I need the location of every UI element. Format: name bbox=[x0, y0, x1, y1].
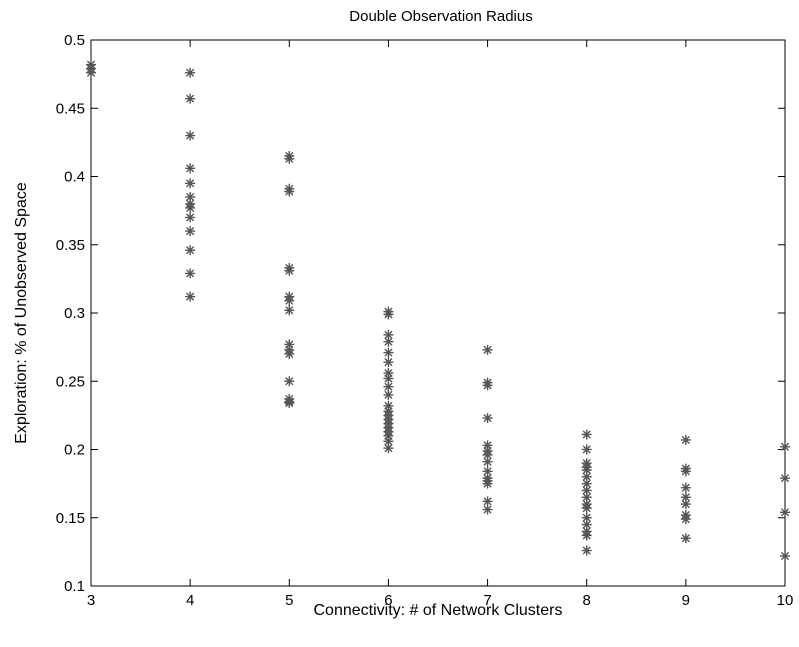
data-point bbox=[284, 153, 295, 164]
axis-ticks bbox=[90, 39, 786, 587]
data-point bbox=[680, 434, 691, 445]
data-point bbox=[581, 503, 592, 514]
data-point bbox=[284, 398, 295, 409]
data-point bbox=[680, 499, 691, 510]
data-point bbox=[185, 178, 196, 189]
data-point bbox=[680, 466, 691, 477]
data-point bbox=[185, 202, 196, 213]
data-point bbox=[284, 186, 295, 197]
y-tick-label: 0.25 bbox=[56, 373, 85, 390]
data-point bbox=[383, 443, 394, 454]
data-point bbox=[383, 309, 394, 320]
data-point bbox=[581, 464, 592, 475]
data-point bbox=[482, 413, 493, 424]
data-point bbox=[581, 545, 592, 556]
data-point bbox=[482, 344, 493, 355]
data-point bbox=[383, 336, 394, 347]
data-point bbox=[780, 473, 790, 484]
x-tick-label: 6 bbox=[384, 592, 392, 609]
y-tick-label: 0.4 bbox=[64, 169, 85, 186]
data-point bbox=[383, 373, 394, 384]
data-point bbox=[284, 376, 295, 387]
y-axis-label: Exploration: % of Unobserved Space bbox=[13, 182, 30, 444]
data-point bbox=[383, 347, 394, 358]
data-point bbox=[185, 291, 196, 302]
data-point bbox=[482, 496, 493, 507]
x-tick-labels: 3 4 5 6 7 8 9 10 bbox=[87, 592, 794, 609]
data-point bbox=[185, 268, 196, 279]
data-point bbox=[284, 305, 295, 316]
data-point bbox=[581, 429, 592, 440]
data-point bbox=[780, 507, 790, 518]
data-point bbox=[185, 226, 196, 237]
x-tick-label: 7 bbox=[483, 592, 491, 609]
y-tick-label: 0.5 bbox=[64, 32, 85, 49]
y-tick-label: 0.1 bbox=[64, 578, 85, 595]
data-point bbox=[383, 389, 394, 400]
data-point bbox=[581, 444, 592, 455]
y-tick-label: 0.35 bbox=[56, 237, 85, 254]
data-point bbox=[185, 67, 196, 78]
data-point bbox=[284, 348, 295, 359]
data-point bbox=[780, 550, 790, 561]
data-point bbox=[284, 265, 295, 276]
data-point bbox=[185, 163, 196, 174]
data-point bbox=[185, 130, 196, 141]
y-tick-label: 0.3 bbox=[64, 305, 85, 322]
data-point bbox=[482, 380, 493, 391]
data-point bbox=[581, 478, 592, 489]
x-tick-label: 9 bbox=[682, 592, 690, 609]
x-tick-label: 5 bbox=[285, 592, 293, 609]
data-points bbox=[86, 59, 790, 561]
data-point bbox=[185, 245, 196, 256]
x-axis-label: Connectivity: # of Network Clusters bbox=[314, 602, 563, 619]
data-point bbox=[185, 191, 196, 202]
x-tick-label: 4 bbox=[186, 592, 194, 609]
data-point bbox=[581, 530, 592, 541]
y-tick-labels: 0.1 0.15 0.2 0.25 0.3 0.35 0.4 0.45 0.5 bbox=[56, 32, 85, 595]
x-tick-label: 10 bbox=[777, 592, 794, 609]
data-point bbox=[482, 456, 493, 467]
y-tick-label: 0.2 bbox=[64, 442, 85, 459]
data-point bbox=[383, 357, 394, 368]
x-tick-label: 3 bbox=[87, 592, 95, 609]
data-point bbox=[284, 295, 295, 306]
data-point bbox=[185, 93, 196, 104]
data-point bbox=[680, 533, 691, 544]
data-point bbox=[482, 478, 493, 489]
x-tick-label: 8 bbox=[583, 592, 591, 609]
plot-area bbox=[90, 39, 786, 587]
data-point bbox=[185, 212, 196, 223]
data-point bbox=[482, 504, 493, 515]
data-point bbox=[680, 492, 691, 503]
data-point bbox=[581, 471, 592, 482]
y-tick-label: 0.45 bbox=[56, 100, 85, 117]
data-point bbox=[780, 441, 790, 452]
data-point bbox=[86, 67, 96, 78]
data-point bbox=[680, 514, 691, 525]
data-point bbox=[680, 482, 691, 493]
chart-title: Double Observation Radius bbox=[349, 8, 532, 25]
y-tick-label: 0.15 bbox=[56, 510, 85, 527]
